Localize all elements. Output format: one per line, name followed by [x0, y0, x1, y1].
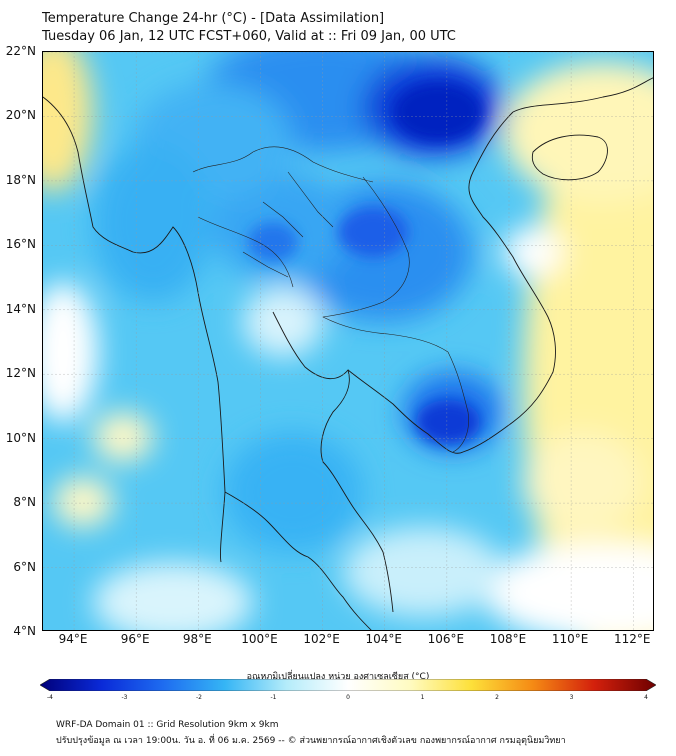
colorbar-gradient — [40, 679, 656, 691]
lon-tick-label: 100°E — [241, 632, 278, 646]
lon-tick-label: 106°E — [427, 632, 465, 646]
coast-myanmar — [43, 96, 226, 563]
lat-tick-label: 20°N — [5, 108, 36, 123]
temperature-change-map — [43, 52, 653, 630]
colorbar-tick-label: 4 — [644, 694, 648, 701]
border-thai-mm — [197, 216, 294, 288]
footer-credit: ปรับปรุงข้อมูล ณ เวลา 19:00น. วัน อ. ที่… — [56, 736, 566, 746]
colorbar-label: อุณหภูมิเปลี่ยนแปลง หน่วย องศาเซลเซียส (… — [246, 672, 430, 682]
temperature-cores — [248, 82, 483, 444]
border-cambodia-vn — [447, 351, 469, 453]
lat-tick-label: 18°N — [5, 172, 36, 187]
border-cambodia-thai — [322, 316, 449, 353]
colorbar-tick-label: 2 — [495, 694, 499, 701]
lon-tick-label: 96°E — [120, 632, 150, 646]
map-subtitle: Tuesday 06 Jan, 12 UTC FCST+060, Valid a… — [42, 29, 456, 44]
lat-tick-label: 8°N — [13, 495, 36, 510]
coastlines — [43, 77, 653, 630]
lon-tick-label: 102°E — [303, 632, 340, 646]
lat-tick-label: 12°N — [5, 366, 36, 381]
colorbar-tick-label: 0 — [346, 694, 350, 701]
lon-tick-label: 98°E — [182, 632, 212, 646]
colorbar-tick-label: -2 — [196, 694, 202, 701]
lat-tick-label: 4°N — [13, 624, 36, 638]
colorbar-tick-label: 3 — [569, 694, 574, 701]
border-north — [192, 146, 374, 183]
lon-tick-label: 110°E — [551, 632, 589, 646]
lon-tick-label: 94°E — [58, 632, 88, 646]
coast-south-china — [512, 77, 653, 113]
lon-tick-label: 104°E — [365, 632, 402, 646]
lat-tick-label: 6°N — [13, 559, 36, 574]
footer-model-info: WRF-DA Domain 01 :: Grid Resolution 9km … — [56, 720, 279, 730]
colorbar-tick-label: -1 — [270, 694, 277, 701]
colorbar-tick-label: -3 — [121, 694, 128, 701]
border-laos — [322, 176, 410, 318]
lat-tick-label: 22°N — [5, 44, 36, 58]
colorbar-tick-label: 1 — [420, 694, 425, 701]
colorbar-tick-label: -4 — [47, 694, 53, 701]
coast-hainan — [531, 134, 608, 181]
lon-tick-label: 108°E — [489, 632, 527, 646]
border-provinces — [242, 171, 334, 278]
map-panel — [42, 51, 654, 631]
lat-tick-label: 10°N — [5, 430, 36, 445]
graticule — [43, 52, 653, 630]
lon-tick-label: 112°E — [614, 632, 651, 646]
coast-vietnam — [347, 111, 556, 454]
admin-borders — [192, 146, 469, 453]
colorbar — [40, 679, 656, 691]
map-title: Temperature Change 24-hr (°C) - [Data As… — [42, 11, 385, 26]
lat-tick-label: 14°N — [5, 301, 36, 316]
lat-tick-label: 16°N — [5, 237, 36, 252]
coast-malay-west — [224, 491, 372, 630]
temperature-field — [43, 52, 653, 630]
